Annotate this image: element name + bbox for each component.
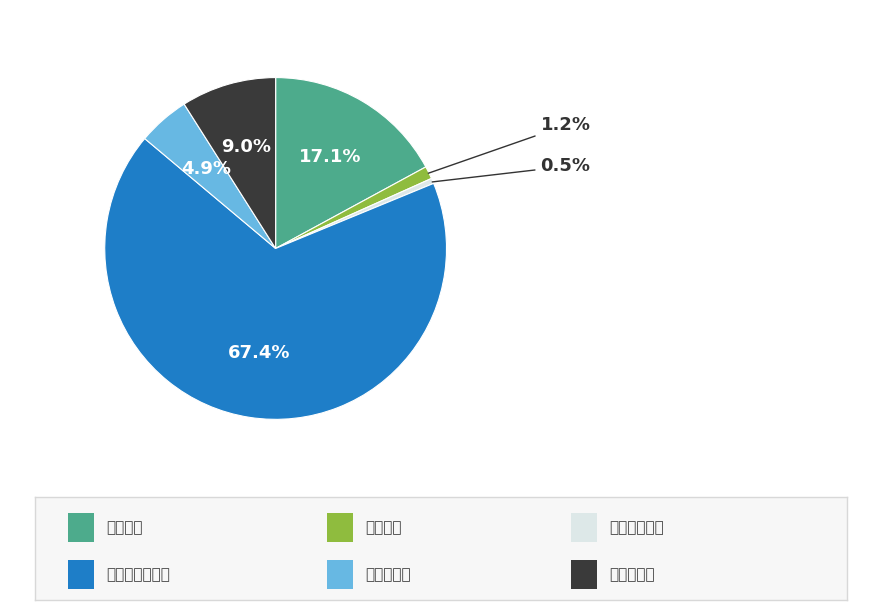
Wedge shape bbox=[105, 139, 446, 419]
Text: 金融機関: 金融機関 bbox=[106, 521, 142, 535]
Bar bbox=[68, 560, 93, 588]
Wedge shape bbox=[275, 78, 426, 248]
Wedge shape bbox=[145, 104, 275, 248]
Bar bbox=[327, 560, 354, 588]
Text: 自己名義株式: 自己名義株式 bbox=[609, 521, 664, 535]
Text: 外国法人等: 外国法人等 bbox=[609, 567, 654, 582]
Text: 17.1%: 17.1% bbox=[298, 148, 361, 167]
Text: 個人その他: 個人その他 bbox=[365, 567, 411, 582]
Bar bbox=[327, 513, 354, 542]
Text: 1.2%: 1.2% bbox=[429, 116, 591, 173]
Text: 0.5%: 0.5% bbox=[432, 158, 591, 182]
Wedge shape bbox=[275, 178, 434, 248]
Text: 4.9%: 4.9% bbox=[181, 160, 231, 178]
Bar bbox=[571, 560, 597, 588]
Text: 9.0%: 9.0% bbox=[221, 138, 271, 156]
Wedge shape bbox=[275, 167, 431, 248]
Wedge shape bbox=[184, 78, 275, 248]
Text: 67.4%: 67.4% bbox=[228, 344, 291, 362]
Bar bbox=[68, 513, 93, 542]
Text: その他国内法人: その他国内法人 bbox=[106, 567, 169, 582]
Bar bbox=[571, 513, 597, 542]
Text: 証券会社: 証券会社 bbox=[365, 521, 402, 535]
